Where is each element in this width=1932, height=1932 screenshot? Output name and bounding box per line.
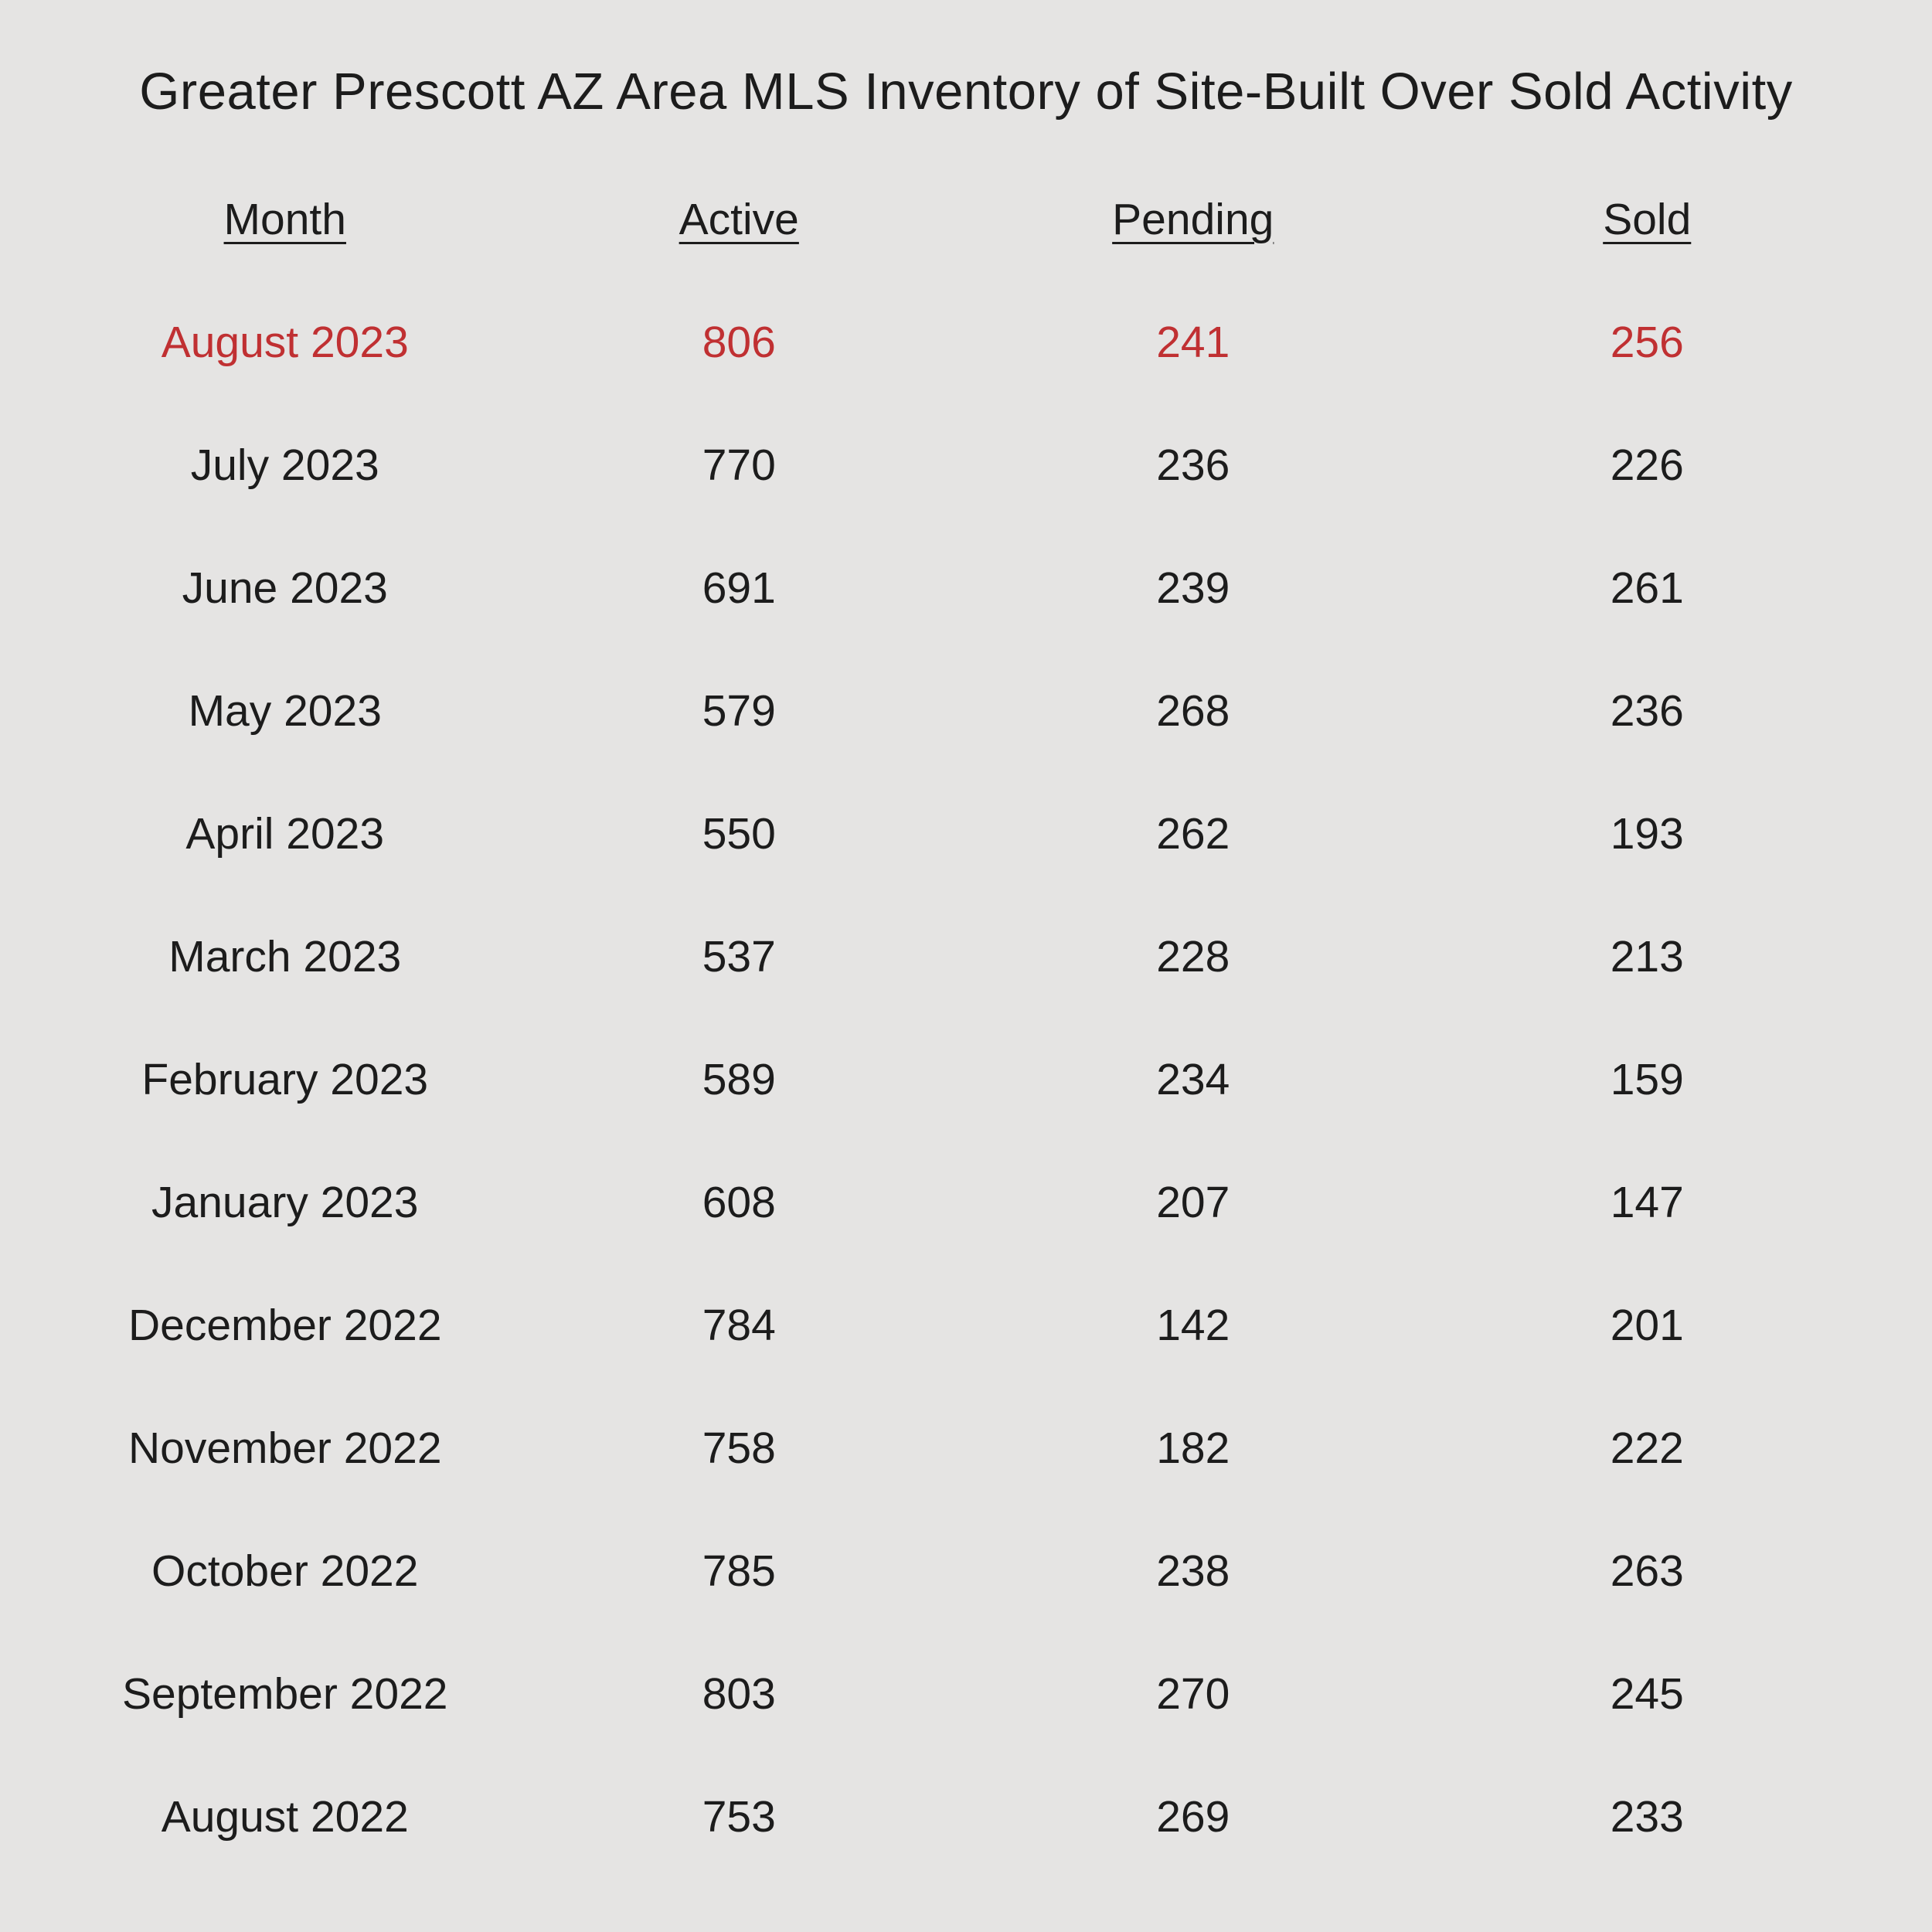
table-row: February 2023 589 234 159: [58, 1019, 1874, 1141]
sold-cell: 201: [1610, 1301, 1684, 1351]
pending-cell: 270: [1156, 1669, 1230, 1719]
month-cell: November 2022: [128, 1423, 442, 1474]
pending-cell: 228: [1156, 932, 1230, 982]
pending-cell: 238: [1156, 1546, 1230, 1597]
table-row: December 2022 784 142 201: [58, 1264, 1874, 1387]
sold-cell: 193: [1610, 809, 1684, 859]
column-header-pending: Pending: [1112, 195, 1274, 245]
table-row: August 2023 806 241 256: [58, 281, 1874, 404]
sold-cell: 233: [1610, 1792, 1684, 1842]
pending-cell: 142: [1156, 1301, 1230, 1351]
table-row: May 2023 579 268 236: [58, 650, 1874, 773]
month-cell: February 2023: [141, 1055, 429, 1105]
month-cell: June 2023: [182, 563, 388, 614]
sold-cell: 213: [1610, 932, 1684, 982]
mls-inventory-table: Month Active Pending Sold August 2023 80…: [58, 158, 1874, 1879]
active-cell: 550: [702, 809, 776, 859]
active-cell: 691: [702, 563, 776, 614]
active-cell: 537: [702, 932, 776, 982]
sold-cell: 256: [1610, 318, 1684, 368]
table-header-row: Month Active Pending Sold: [58, 158, 1874, 281]
sold-cell: 159: [1610, 1055, 1684, 1105]
pending-cell: 269: [1156, 1792, 1230, 1842]
table-row: March 2023 537 228 213: [58, 896, 1874, 1019]
sold-cell: 263: [1610, 1546, 1684, 1597]
table-row: August 2022 753 269 233: [58, 1756, 1874, 1879]
pending-cell: 234: [1156, 1055, 1230, 1105]
month-cell: December 2022: [128, 1301, 442, 1351]
month-cell: September 2022: [122, 1669, 448, 1719]
month-cell: October 2022: [151, 1546, 419, 1597]
month-cell: August 2022: [161, 1792, 409, 1842]
column-header-month: Month: [223, 195, 346, 245]
table-row: January 2023 608 207 147: [58, 1141, 1874, 1264]
month-cell: March 2023: [168, 932, 402, 982]
active-cell: 758: [702, 1423, 776, 1474]
page-title: Greater Prescott AZ Area MLS Inventory o…: [139, 63, 1793, 121]
active-cell: 589: [702, 1055, 776, 1105]
active-cell: 770: [702, 440, 776, 491]
month-cell: August 2023: [161, 318, 409, 368]
month-cell: April 2023: [185, 809, 385, 859]
sold-cell: 245: [1610, 1669, 1684, 1719]
sold-cell: 222: [1610, 1423, 1684, 1474]
month-cell: May 2023: [188, 686, 382, 736]
column-header-sold: Sold: [1603, 195, 1692, 245]
table-row: June 2023 691 239 261: [58, 527, 1874, 650]
table-row: November 2022 758 182 222: [58, 1387, 1874, 1510]
table-row: July 2023 770 236 226: [58, 404, 1874, 527]
pending-cell: 207: [1156, 1178, 1230, 1228]
sold-cell: 226: [1610, 440, 1684, 491]
active-cell: 785: [702, 1546, 776, 1597]
pending-cell: 241: [1156, 318, 1230, 368]
active-cell: 806: [702, 318, 776, 368]
table-row: April 2023 550 262 193: [58, 773, 1874, 896]
month-cell: July 2023: [190, 440, 379, 491]
sold-cell: 236: [1610, 686, 1684, 736]
active-cell: 753: [702, 1792, 776, 1842]
pending-cell: 239: [1156, 563, 1230, 614]
pending-cell: 236: [1156, 440, 1230, 491]
pending-cell: 268: [1156, 686, 1230, 736]
active-cell: 608: [702, 1178, 776, 1228]
month-cell: January 2023: [151, 1178, 419, 1228]
sold-cell: 261: [1610, 563, 1684, 614]
active-cell: 784: [702, 1301, 776, 1351]
table-row: October 2022 785 238 263: [58, 1510, 1874, 1633]
column-header-active: Active: [679, 195, 799, 245]
sold-cell: 147: [1610, 1178, 1684, 1228]
pending-cell: 182: [1156, 1423, 1230, 1474]
active-cell: 579: [702, 686, 776, 736]
active-cell: 803: [702, 1669, 776, 1719]
pending-cell: 262: [1156, 809, 1230, 859]
table-row: September 2022 803 270 245: [58, 1633, 1874, 1756]
